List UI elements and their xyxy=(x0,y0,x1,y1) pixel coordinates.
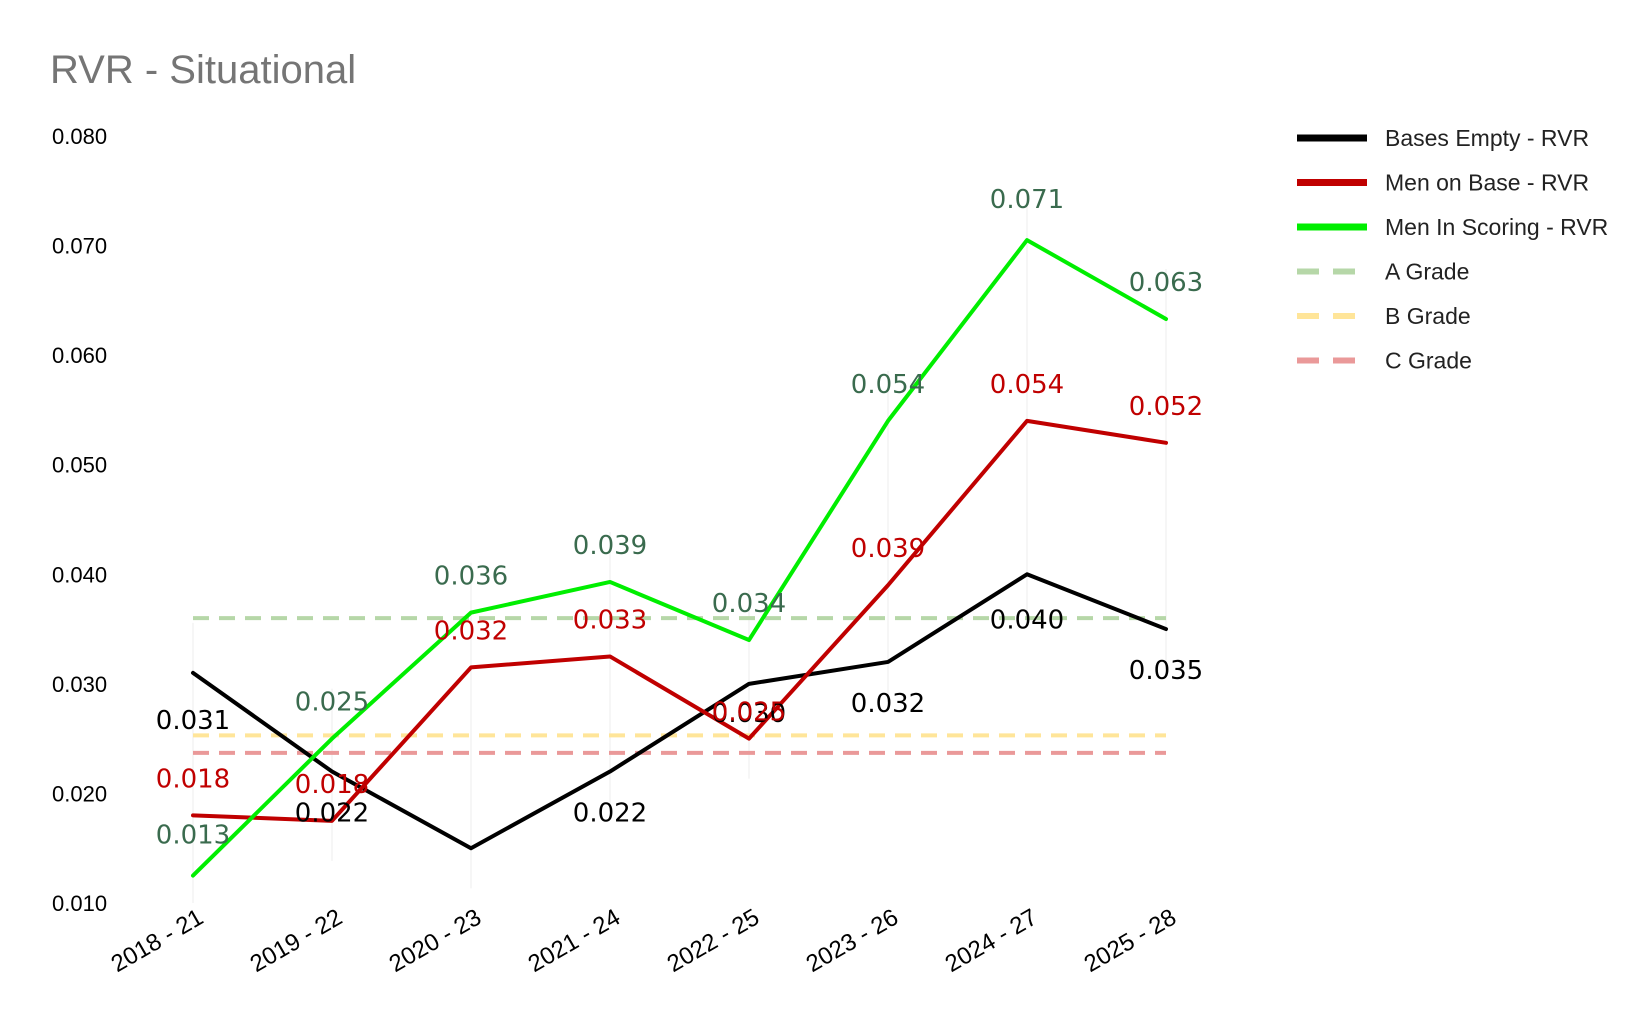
men-in-scoring-rvr-line xyxy=(191,238,1168,878)
legend-item-men-in-scoring-rvr[interactable]: Men In Scoring - RVR xyxy=(1297,214,1608,240)
bases-empty-rvr-data-label: 0.022 xyxy=(295,799,369,829)
chart-title: RVR - Situational xyxy=(50,48,356,92)
y-tick-label: 0.040 xyxy=(52,562,107,587)
y-tick-label: 0.080 xyxy=(52,124,107,149)
men-in-scoring-rvr-data-label: 0.036 xyxy=(434,562,508,592)
men-on-base-rvr-data-label: 0.052 xyxy=(1129,392,1203,422)
men-in-scoring-rvr-data-label: 0.063 xyxy=(1129,268,1203,298)
y-tick-label: 0.020 xyxy=(52,781,107,806)
legend-item-men-on-base-rvr[interactable]: Men on Base - RVR xyxy=(1297,170,1589,196)
men-on-base-rvr-data-label: 0.039 xyxy=(851,534,925,564)
x-tick-label: 2019 - 22 xyxy=(246,904,347,978)
x-tick-label: 2025 - 28 xyxy=(1080,904,1181,978)
men-on-base-rvr-data-label: 0.054 xyxy=(990,370,1064,400)
legend-label: B Grade xyxy=(1385,303,1471,329)
x-tick-label: 2018 - 21 xyxy=(107,904,208,978)
legend-item-a-grade[interactable]: A Grade xyxy=(1297,259,1469,285)
men-on-base-rvr-data-label: 0.018 xyxy=(295,770,369,800)
x-tick-label: 2020 - 23 xyxy=(385,904,486,978)
legend-item-b-grade[interactable]: B Grade xyxy=(1297,303,1471,329)
bases-empty-rvr-data-label: 0.030 xyxy=(712,699,786,729)
men-in-scoring-rvr-data-label: 0.039 xyxy=(573,531,647,561)
legend-label: A Grade xyxy=(1385,259,1469,285)
men-on-base-rvr-data-label: 0.018 xyxy=(156,764,230,794)
bases-empty-rvr-data-label: 0.031 xyxy=(156,706,230,736)
legend-label: Bases Empty - RVR xyxy=(1385,125,1589,151)
legend-item-c-grade[interactable]: C Grade xyxy=(1297,348,1472,374)
legend-label: Men on Base - RVR xyxy=(1385,170,1589,196)
x-tick-label: 2021 - 24 xyxy=(524,904,625,978)
men-in-scoring-rvr-data-label: 0.054 xyxy=(851,370,925,400)
x-axis: 2018 - 21 2019 - 22 2020 - 23 2021 - 24 2022… xyxy=(107,904,1181,978)
y-tick-label: 0.030 xyxy=(52,672,107,697)
legend-label: Men In Scoring - RVR xyxy=(1385,214,1608,240)
y-tick-label: 0.070 xyxy=(52,234,107,259)
men-in-scoring-rvr-data-label: 0.071 xyxy=(990,185,1064,215)
men-in-scoring-rvr-data-label: 0.013 xyxy=(156,821,230,851)
x-tick-label: 2024 - 27 xyxy=(941,904,1042,978)
y-axis: 0.010 0.020 0.030 0.040 0.050 0.060 0.070 0.080 xyxy=(52,124,107,916)
bases-empty-rvr-data-label: 0.022 xyxy=(573,799,647,829)
bases-empty-rvr-data-label: 0.032 xyxy=(851,689,925,719)
data-labels: 0.031 0.022 0.022 0.030 0.032 0.040 0.035 0.018… xyxy=(156,185,1203,851)
bases-empty-rvr-data-label: 0.035 xyxy=(1129,656,1203,686)
bases-empty-rvr-line xyxy=(191,572,1168,851)
legend-label: C Grade xyxy=(1385,348,1472,374)
men-on-base-rvr-data-label: 0.033 xyxy=(573,605,647,635)
men-on-base-rvr-data-label: 0.025 xyxy=(712,698,786,728)
y-tick-label: 0.010 xyxy=(52,891,107,916)
men-on-base-rvr-data-label: 0.032 xyxy=(434,616,508,646)
y-tick-label: 0.060 xyxy=(52,343,107,368)
legend-item-bases-empty-rvr[interactable]: Bases Empty - RVR xyxy=(1297,125,1589,151)
x-tick-label: 2023 - 26 xyxy=(802,904,903,978)
men-in-scoring-rvr-data-label: 0.025 xyxy=(295,688,369,718)
y-tick-label: 0.050 xyxy=(52,453,107,478)
series-lines xyxy=(191,238,1168,878)
men-on-base-rvr-line xyxy=(191,418,1168,823)
legend[interactable]: Bases Empty - RVR Men on Base - RVR Men In… xyxy=(1297,125,1608,374)
reference-lines xyxy=(193,616,1166,755)
men-in-scoring-rvr-data-label: 0.034 xyxy=(712,589,786,619)
x-tick-label: 2022 - 25 xyxy=(663,904,764,978)
bases-empty-rvr-data-label: 0.040 xyxy=(990,605,1064,635)
